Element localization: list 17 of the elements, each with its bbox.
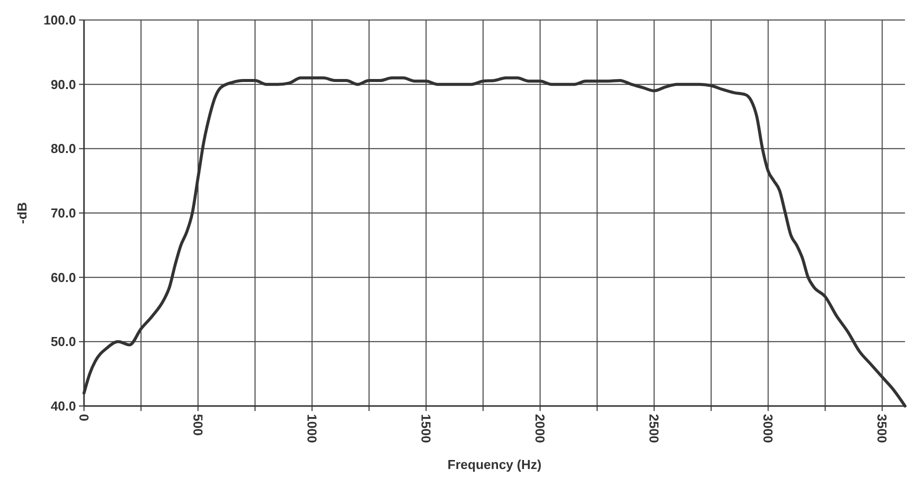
x-tick-label: 1500 xyxy=(418,414,434,443)
x-tick-label: 2500 xyxy=(646,414,662,443)
x-tick-label: 1000 xyxy=(304,414,320,443)
y-tick-label: 80.0 xyxy=(50,141,76,156)
x-tick-label: 2000 xyxy=(532,414,548,443)
y-tick-label: 60.0 xyxy=(50,270,76,285)
y-tick-label: 50.0 xyxy=(50,334,76,350)
x-tick-label: 3500 xyxy=(874,414,890,443)
y-axis-title: -dB xyxy=(14,202,30,224)
x-tick-label: 0 xyxy=(76,414,92,422)
y-tick-label: 40.0 xyxy=(50,398,76,414)
x-tick-label: 3000 xyxy=(760,414,776,443)
y-tick-label: 100.0 xyxy=(43,12,76,28)
x-axis-title: Frequency (Hz) xyxy=(448,457,542,472)
x-tick-label: 500 xyxy=(190,414,206,436)
y-tick-label: 90.0 xyxy=(50,76,76,92)
y-tick-label: 70.0 xyxy=(50,206,76,221)
